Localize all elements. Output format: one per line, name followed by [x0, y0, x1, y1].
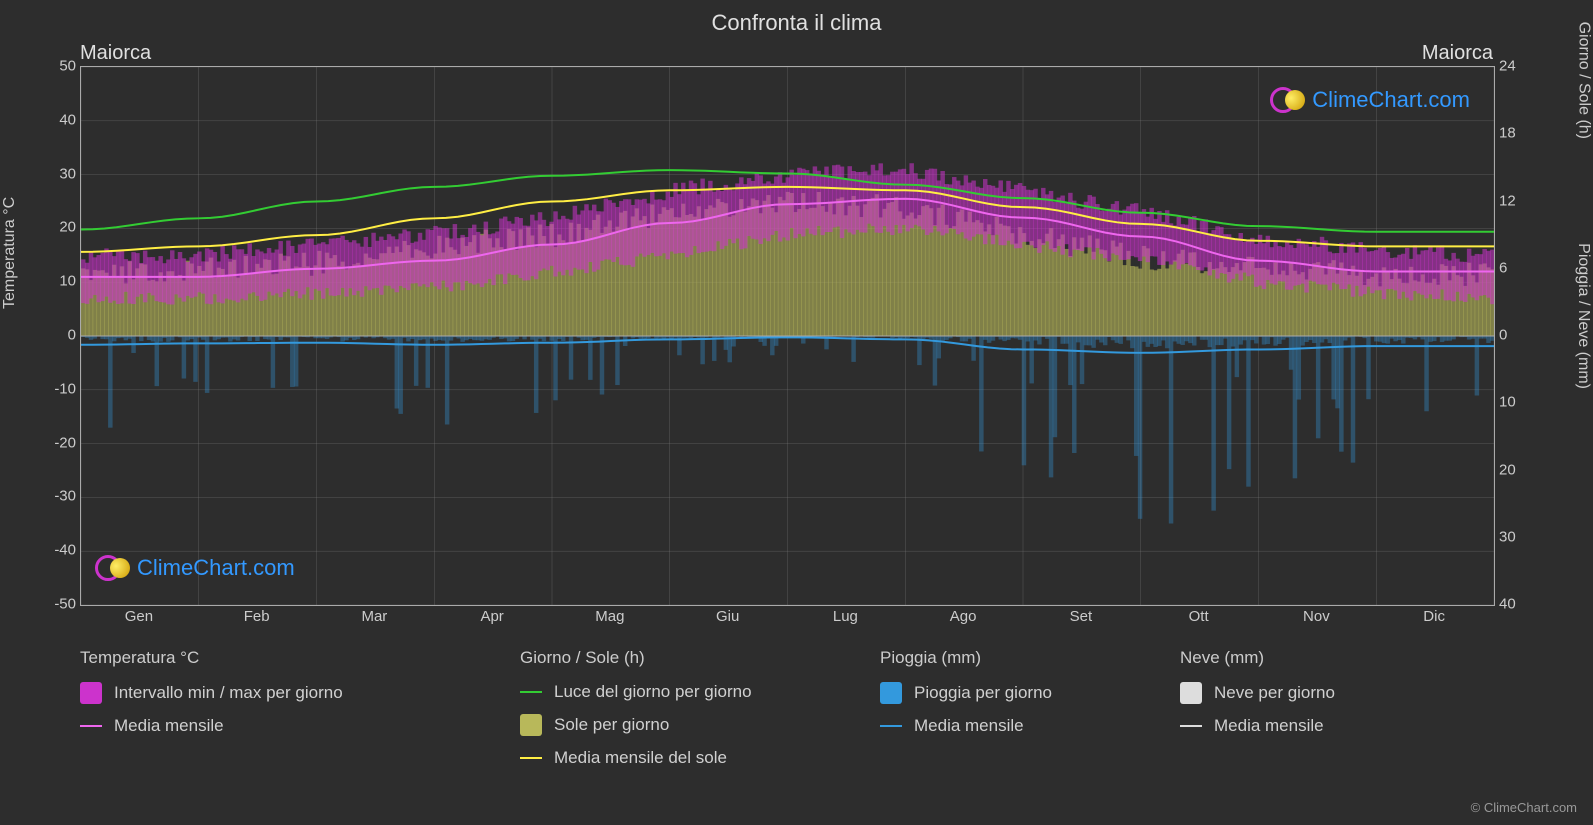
y-tick-right-mm: 30: [1499, 528, 1535, 545]
chart-title: Confronta il clima: [0, 10, 1593, 36]
x-tick-month: Ott: [1189, 608, 1209, 625]
legend-column: Giorno / Sole (h) Luce del giorno per gio…: [520, 648, 752, 780]
y-axis-label-right-top: Giorno / Sole (h): [1574, 22, 1592, 139]
logo-icon: [95, 555, 121, 581]
y-tick-right-hours: 6: [1499, 259, 1535, 276]
legend-item: Pioggia per giorno: [880, 682, 1052, 704]
y-tick-left: -10: [40, 380, 76, 397]
y-tick-left: -40: [40, 542, 76, 559]
watermark-top: ClimeChart.com: [1270, 87, 1470, 113]
x-tick-month: Ago: [950, 608, 977, 625]
legend-item: Media mensile: [1180, 716, 1335, 736]
y-tick-left: 20: [40, 219, 76, 236]
x-tick-month: Gen: [125, 608, 153, 625]
legend-label: Media mensile del sole: [554, 748, 727, 768]
legend-item: Sole per giorno: [520, 714, 752, 736]
y-tick-right-hours: 24: [1499, 58, 1535, 75]
legend-swatch-box: [1180, 682, 1202, 704]
x-tick-month: Mag: [595, 608, 624, 625]
legend-header: Pioggia (mm): [880, 648, 1052, 668]
legend-column: Neve (mm) Neve per giorno Media mensile: [1180, 648, 1335, 748]
x-tick-month: Lug: [833, 608, 858, 625]
watermark-text: ClimeChart.com: [137, 555, 295, 581]
x-tick-month: Giu: [716, 608, 739, 625]
legend-swatch-line: [520, 691, 542, 693]
y-ticks-left: -50-40-30-20-1001020304050: [40, 66, 76, 604]
legend-swatch-box: [880, 682, 902, 704]
legend-item: Media mensile del sole: [520, 748, 752, 768]
y-tick-left: 0: [40, 327, 76, 344]
y-tick-right-mm: 10: [1499, 394, 1535, 411]
legend-swatch-line: [80, 725, 102, 727]
legend-swatch-box: [520, 714, 542, 736]
legend-label: Media mensile: [114, 716, 224, 736]
x-tick-month: Nov: [1303, 608, 1330, 625]
legend-item: Neve per giorno: [1180, 682, 1335, 704]
legend-label: Pioggia per giorno: [914, 683, 1052, 703]
y-tick-right-mm: 40: [1499, 596, 1535, 613]
y-axis-label-left: Temperatura °C: [1, 197, 19, 309]
legend-header: Giorno / Sole (h): [520, 648, 752, 668]
copyright-text: © ClimeChart.com: [1471, 800, 1577, 815]
x-tick-month: Feb: [244, 608, 270, 625]
legend-item: Media mensile: [880, 716, 1052, 736]
legend-label: Neve per giorno: [1214, 683, 1335, 703]
watermark-text: ClimeChart.com: [1312, 87, 1470, 113]
y-tick-left: 40: [40, 111, 76, 128]
x-ticks: Gen Feb Mar Apr Mag Giu Lug Ago Set Ott Nov Dic: [80, 608, 1493, 632]
y-tick-left: 30: [40, 165, 76, 182]
y-tick-left: -50: [40, 596, 76, 613]
x-tick-month: Mar: [361, 608, 387, 625]
x-tick-month: Apr: [480, 608, 503, 625]
legend-label: Intervallo min / max per giorno: [114, 683, 343, 703]
chart-plot-area: ClimeChart.com ClimeChart.com: [80, 66, 1495, 606]
y-ticks-right: 0612182410203040: [1499, 66, 1535, 604]
legend-header: Temperatura °C: [80, 648, 343, 668]
x-tick-month: Dic: [1423, 608, 1445, 625]
y-tick-left: -20: [40, 434, 76, 451]
legend-label: Media mensile: [914, 716, 1024, 736]
location-label-left: Maiorca: [80, 42, 151, 65]
logo-icon: [1270, 87, 1296, 113]
y-tick-left: 10: [40, 273, 76, 290]
legend-item: Luce del giorno per giorno: [520, 682, 752, 702]
legend-label: Sole per giorno: [554, 715, 669, 735]
chart-svg: [81, 67, 1494, 605]
x-tick-month: Set: [1070, 608, 1093, 625]
legend-header: Neve (mm): [1180, 648, 1335, 668]
y-tick-left: -30: [40, 488, 76, 505]
legend-column: Pioggia (mm) Pioggia per giorno Media mens…: [880, 648, 1052, 748]
y-tick-right-hours: 12: [1499, 192, 1535, 209]
climate-chart-container: Confronta il clima Maiorca Maiorca Tempe…: [0, 0, 1593, 825]
legend-swatch-line: [520, 757, 542, 759]
legend-swatch-line: [1180, 725, 1202, 727]
legend-column: Temperatura °C Intervallo min / max per g…: [80, 648, 343, 748]
location-label-right: Maiorca: [1422, 42, 1493, 65]
legend-swatch-line: [880, 725, 902, 727]
legend-item: Intervallo min / max per giorno: [80, 682, 343, 704]
y-tick-right-hours: 18: [1499, 125, 1535, 142]
y-axis-label-right-bottom: Pioggia / Neve (mm): [1574, 243, 1592, 389]
legend-swatch-box: [80, 682, 102, 704]
legend-label: Luce del giorno per giorno: [554, 682, 752, 702]
watermark-bottom: ClimeChart.com: [95, 555, 295, 581]
legend-label: Media mensile: [1214, 716, 1324, 736]
legend-item: Media mensile: [80, 716, 343, 736]
y-tick-right-hours: 0: [1499, 327, 1535, 344]
y-tick-left: 50: [40, 58, 76, 75]
y-tick-right-mm: 20: [1499, 461, 1535, 478]
